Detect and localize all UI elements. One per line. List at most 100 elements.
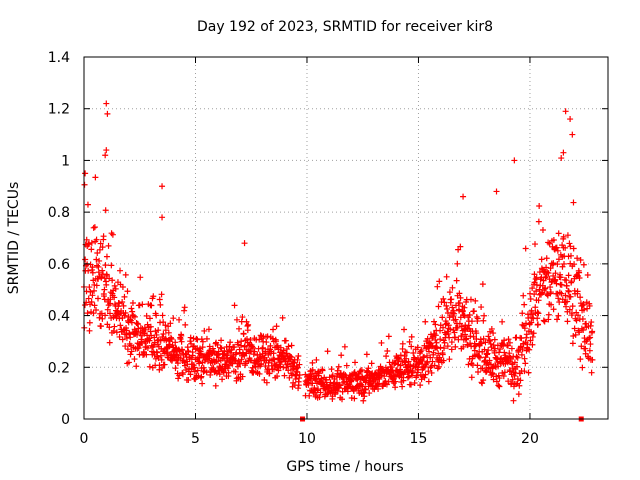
data-point-659 bbox=[264, 333, 271, 340]
data-point-421 bbox=[198, 373, 205, 380]
data-point-1665 bbox=[550, 260, 557, 267]
data-point-1689 bbox=[557, 271, 564, 278]
data-point-1608 bbox=[534, 309, 541, 316]
data-point-1684 bbox=[555, 230, 562, 237]
data-point-279 bbox=[158, 356, 165, 363]
data-point-769 bbox=[295, 352, 302, 359]
data-point-80 bbox=[103, 281, 110, 288]
data-point-82 bbox=[103, 253, 110, 260]
data-point-509 bbox=[222, 361, 229, 368]
data-point-907 bbox=[339, 396, 346, 403]
data-point-1563 bbox=[521, 325, 528, 332]
data-point-495 bbox=[219, 376, 226, 383]
data-point-1676 bbox=[553, 280, 560, 287]
data-point-1639 bbox=[543, 264, 550, 271]
data-point-1268 bbox=[439, 351, 446, 358]
data-point-46 bbox=[93, 282, 100, 289]
data-point-1599 bbox=[532, 241, 539, 248]
data-point-166 bbox=[127, 334, 134, 341]
data-point-259 bbox=[153, 312, 160, 319]
data-point-1342 bbox=[460, 343, 467, 350]
data-point-1805 bbox=[589, 356, 596, 363]
data-point-1714 bbox=[564, 298, 571, 305]
data-point-771 bbox=[295, 382, 302, 389]
data-point-1673 bbox=[552, 270, 559, 277]
data-point-909 bbox=[339, 388, 346, 395]
data-point-1774 bbox=[580, 261, 587, 268]
data-point-1313 bbox=[452, 343, 459, 350]
data-point-1686 bbox=[556, 299, 563, 306]
data-point-337 bbox=[174, 360, 181, 367]
data-point-1672 bbox=[552, 276, 559, 283]
x-tick-label-0: 0 bbox=[80, 431, 89, 447]
data-point-1237 bbox=[431, 318, 438, 325]
data-point-677 bbox=[269, 335, 276, 342]
data-point-1488 bbox=[501, 337, 508, 344]
data-point-73 bbox=[101, 286, 108, 293]
data-point-93 bbox=[106, 310, 113, 317]
data-point-479 bbox=[214, 341, 221, 348]
data-point-35 bbox=[90, 224, 97, 231]
data-point-1707 bbox=[562, 244, 569, 251]
data-point-1533 bbox=[513, 353, 520, 360]
data-point-691 bbox=[273, 323, 280, 330]
data-point-1212 bbox=[424, 352, 431, 359]
data-point-148 bbox=[122, 343, 129, 350]
data-point-276 bbox=[157, 352, 164, 359]
data-point-1564 bbox=[522, 360, 529, 367]
data-point-1012 bbox=[368, 371, 375, 378]
data-point-154 bbox=[123, 335, 130, 342]
data-point-772 bbox=[296, 375, 303, 382]
data-point-1347 bbox=[461, 312, 468, 319]
data-point-465 bbox=[210, 365, 217, 372]
data-point-1748 bbox=[573, 317, 580, 324]
data-point-284 bbox=[160, 319, 167, 326]
data-point-1637 bbox=[542, 274, 549, 281]
data-point-992 bbox=[362, 386, 369, 393]
data-point-10 bbox=[83, 236, 90, 243]
data-point-109 bbox=[111, 323, 118, 330]
data-point-1799 bbox=[587, 322, 594, 329]
data-point-1708 bbox=[562, 292, 569, 299]
data-point-1540 bbox=[515, 349, 522, 356]
data-point-1462 bbox=[493, 378, 500, 385]
data-point-31 bbox=[89, 264, 96, 271]
data-point-424 bbox=[199, 380, 206, 387]
data-point-1125 bbox=[399, 340, 406, 347]
data-point-1394 bbox=[474, 315, 481, 322]
data-point-237 bbox=[146, 315, 153, 322]
data-point-1773 bbox=[580, 300, 587, 307]
data-point-1817 bbox=[569, 131, 576, 138]
data-point-1418 bbox=[481, 346, 488, 353]
data-point-1718 bbox=[565, 287, 572, 294]
data-point-1320 bbox=[454, 260, 461, 267]
data-point-768 bbox=[295, 385, 302, 392]
data-point-1681 bbox=[554, 247, 561, 254]
data-point-654 bbox=[263, 339, 270, 346]
data-point-207 bbox=[138, 340, 145, 347]
data-point-680 bbox=[270, 350, 277, 357]
plot-frame bbox=[83, 56, 609, 420]
data-point-1167 bbox=[411, 379, 418, 386]
data-point-539 bbox=[231, 344, 238, 351]
data-point-1724 bbox=[566, 306, 573, 313]
data-point-88 bbox=[105, 242, 112, 249]
data-point-1703 bbox=[561, 260, 568, 267]
data-point-26 bbox=[88, 246, 95, 253]
data-point-1449 bbox=[490, 330, 497, 337]
data-point-209 bbox=[139, 301, 146, 308]
data-point-564 bbox=[238, 338, 245, 345]
data-point-1809 bbox=[102, 152, 109, 159]
data-point-15 bbox=[85, 267, 92, 274]
data-point-30 bbox=[89, 292, 96, 299]
data-point-640 bbox=[259, 345, 266, 352]
data-point-1501 bbox=[504, 359, 511, 366]
data-point-1679 bbox=[554, 261, 561, 268]
data-point-167 bbox=[127, 351, 134, 358]
data-point-1290 bbox=[445, 322, 452, 329]
data-point-90 bbox=[106, 275, 113, 282]
data-point-1322 bbox=[454, 324, 461, 331]
data-point-202 bbox=[137, 274, 144, 281]
data-point-98 bbox=[108, 262, 115, 269]
data-point-1213 bbox=[424, 358, 431, 365]
